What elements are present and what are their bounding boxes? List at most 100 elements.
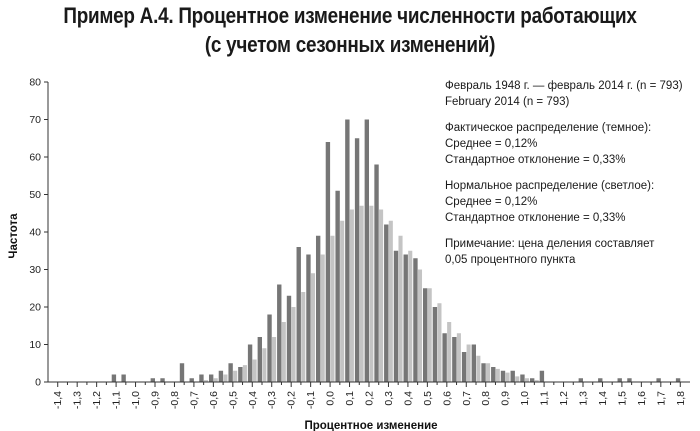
normal-bar-35 [398, 235, 403, 382]
x-tick-label-2: -1,2 [91, 391, 103, 409]
notes-block-actual: Фактическое распределение (темное): Сред… [445, 120, 651, 168]
y-tick-label-3: 30 [29, 264, 41, 276]
x-tick-label-9: -0,5 [227, 391, 239, 409]
normal-bar-34 [388, 220, 393, 382]
normal-bar-30 [349, 209, 354, 382]
note-actual-mean: Среднее = 0,12% [445, 138, 538, 150]
x-tick-label-22: 0,8 [480, 391, 492, 406]
x-tick-label-17: 0,3 [383, 391, 395, 406]
chart-title-line-1: Пример А.4. Процентное изменение численн… [63, 3, 637, 28]
actual-bar-6 [111, 374, 117, 382]
note-normal-sd: Стандартное отклонение = 0,33% [445, 212, 626, 224]
normal-bar-45 [495, 368, 500, 382]
normal-bar-16 [213, 378, 218, 382]
actual-bar-22 [267, 314, 272, 382]
normal-bar-33 [379, 209, 384, 382]
normal-bar-49 [534, 380, 539, 382]
actual-bar-19 [238, 367, 243, 382]
actual-bar-64 [675, 378, 681, 382]
normal-bar-39 [437, 303, 442, 382]
x-tick-label-13: -0,1 [305, 391, 317, 409]
x-tick-label-24: 1,0 [519, 391, 531, 406]
note-remark-2: 0,05 процентного пункта [445, 254, 576, 266]
actual-bar-20 [247, 344, 253, 382]
y-tick-label-5: 50 [29, 189, 41, 201]
normal-bar-31 [359, 205, 364, 382]
normal-bar-21 [262, 348, 267, 382]
x-tick-label-18: 0,4 [402, 391, 414, 406]
y-tick-label-4: 40 [29, 227, 41, 239]
normal-bar-22 [272, 337, 277, 382]
actual-bar-21 [257, 337, 262, 382]
normal-bar-44 [486, 363, 491, 382]
note-period-en: February 2014 (n = 793) [445, 96, 570, 108]
x-tick-label-10: -0,4 [247, 391, 259, 409]
normal-bar-28 [330, 235, 335, 382]
normal-bar-47 [515, 376, 520, 382]
actual-bar-44 [481, 363, 486, 382]
x-tick-label-8: -0,6 [208, 391, 220, 409]
actual-bar-31 [354, 138, 360, 382]
x-tick-label-23: 0,9 [500, 391, 512, 406]
normal-bar-38 [427, 288, 432, 382]
actual-bar-10 [150, 378, 155, 382]
x-tick-label-16: 0,2 [364, 391, 376, 406]
bars-layer [111, 119, 681, 382]
actual-bar-40 [442, 333, 447, 382]
actual-bar-38 [422, 288, 428, 382]
actual-bar-46 [500, 370, 506, 382]
x-tick-label-21: 0,7 [461, 391, 473, 406]
actual-bar-14 [189, 378, 194, 382]
actual-bar-59 [627, 378, 632, 382]
axes-layer: 0 10 20 30 40 50 60 70 80 -1,4 -1,3 -1,2 -1,1 -1,0 -0,… [29, 77, 690, 409]
x-tick-label-12: -0,2 [286, 391, 298, 409]
x-tick-label-25: 1,1 [539, 391, 551, 406]
actual-bar-43 [471, 344, 476, 382]
normal-bar-48 [524, 378, 530, 382]
actual-bar-27 [315, 235, 321, 382]
x-tick-label-3: -1,1 [111, 391, 123, 409]
actual-bar-16 [208, 374, 214, 382]
normal-bar-24 [291, 307, 296, 382]
normal-bar-20 [252, 359, 257, 382]
actual-bar-23 [277, 284, 282, 382]
x-axis-label: Процентное изменение [304, 420, 437, 431]
y-tick-label-7: 70 [29, 114, 41, 126]
note-actual-heading: Фактическое распределение (темное): [445, 122, 652, 134]
normal-bar-40 [447, 322, 452, 382]
y-axis-label: Частота [8, 213, 20, 259]
normal-bar-41 [456, 333, 461, 382]
actual-bar-62 [656, 378, 661, 382]
actual-bar-33 [374, 164, 379, 382]
x-tick-label-11: -0,3 [266, 391, 278, 409]
normal-bar-37 [417, 269, 423, 382]
x-tick-label-31: 1,7 [655, 391, 667, 406]
x-tick-label-5: -0,9 [150, 391, 162, 409]
y-tick-label-2: 20 [29, 302, 41, 314]
normal-bar-29 [340, 220, 345, 382]
note-remark-1: Примечание: цена деления составляет [445, 238, 655, 250]
actual-bar-50 [539, 370, 545, 382]
normal-bar-27 [320, 254, 325, 382]
note-period: Февраль 1948 г. — февраль 2014 г. (n = 7… [445, 80, 683, 92]
normal-bar-25 [301, 292, 306, 382]
x-tick-label-14: 0,0 [325, 391, 337, 406]
normal-bar-43 [476, 355, 481, 382]
actual-bar-7 [121, 374, 126, 382]
normal-bar-46 [505, 372, 510, 382]
actual-bar-11 [160, 378, 165, 382]
x-tick-label-29: 1,5 [616, 391, 628, 406]
actual-bar-15 [199, 374, 204, 382]
normal-bar-19 [242, 365, 247, 382]
notes-block-remark: Примечание: цена деления составляет 0,05… [445, 236, 654, 268]
x-tick-label-7: -0,7 [188, 391, 200, 409]
notes-block-period: Февраль 1948 г. — февраль 2014 г. (n = 7… [445, 78, 683, 110]
x-tick-label-1: -1,3 [72, 391, 84, 409]
x-tick-label-4: -1,0 [130, 391, 142, 409]
actual-bar-24 [286, 295, 292, 382]
actual-bar-39 [432, 307, 438, 382]
normal-bar-32 [369, 205, 374, 382]
actual-bar-42 [461, 352, 467, 382]
normal-bar-17 [223, 374, 228, 382]
x-tick-label-32: 1,8 [675, 391, 687, 406]
